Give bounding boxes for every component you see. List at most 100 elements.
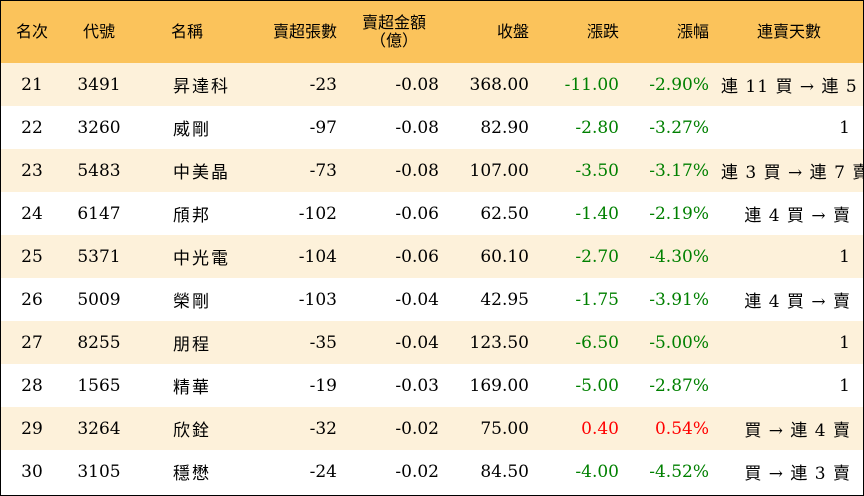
cell-code: 8255 xyxy=(77,332,121,353)
cell-streak: 買 → 連 3 賣 xyxy=(744,464,851,484)
header-net-sell-amount-line1: 賣超金額 xyxy=(361,13,426,32)
cell-code: 3105 xyxy=(77,461,121,482)
cell-streak: 連 4 買 → 賣 xyxy=(744,292,851,312)
cell-close: 107.00 xyxy=(469,160,529,181)
cell-name: 精華 xyxy=(173,378,211,398)
cell-close: 169.00 xyxy=(469,375,529,396)
cell-code: 5483 xyxy=(77,160,121,181)
cell-net-sell-lots: -97 xyxy=(309,117,337,138)
cell-net-sell-amount: -0.06 xyxy=(395,203,439,224)
cell-change-pct: -2.19% xyxy=(649,203,709,224)
cell-rank: 26 xyxy=(21,289,43,310)
table-row: 21 3491 昇達科 -23 -0.08 368.00 -11.00 -2.90% 連 11 … xyxy=(1,63,864,106)
cell-streak: 連 4 買 → 賣 xyxy=(744,206,851,226)
table-row: 22 3260 威剛 -97 -0.08 82.90 -2.80 -3.27% 1 xyxy=(1,106,863,149)
cell-change: 0.40 xyxy=(581,418,619,439)
cell-change: -4.00 xyxy=(575,461,619,482)
header-change-pct: 漲幅 xyxy=(676,22,709,41)
cell-change-pct: -2.87% xyxy=(649,375,709,396)
cell-net-sell-lots: -24 xyxy=(309,461,337,482)
cell-close: 62.50 xyxy=(480,203,529,224)
cell-rank: 24 xyxy=(21,203,43,224)
table-row: 29 3264 欣銓 -32 -0.02 75.00 0.40 0.54% 買 → 連 4 賣 xyxy=(1,407,863,450)
cell-net-sell-amount: -0.08 xyxy=(395,160,439,181)
cell-rank: 25 xyxy=(21,246,43,267)
cell-change: -11.00 xyxy=(564,74,619,95)
cell-streak: 1 xyxy=(839,246,851,267)
cell-change-pct: -3.27% xyxy=(649,117,709,138)
cell-code: 6147 xyxy=(77,203,121,224)
header-net-sell-lots: 賣超張數 xyxy=(272,22,337,41)
cell-name: 頎邦 xyxy=(173,206,211,226)
cell-name: 中美晶 xyxy=(173,163,230,183)
cell-code: 3491 xyxy=(77,74,121,95)
cell-net-sell-amount: -0.08 xyxy=(395,74,439,95)
cell-close: 42.95 xyxy=(480,289,529,310)
cell-change: -3.50 xyxy=(575,160,619,181)
cell-rank: 30 xyxy=(21,461,43,482)
cell-change: -2.70 xyxy=(575,246,619,267)
table-header-row: 名次 代號 名稱 賣超張數 賣超金額 （億） 收盤 漲跌 漲幅 連賣天數 xyxy=(1,1,863,63)
cell-net-sell-lots: -35 xyxy=(309,332,337,353)
cell-name: 威剛 xyxy=(173,120,211,140)
cell-streak: 1 xyxy=(839,332,851,353)
header-close: 收盤 xyxy=(496,22,529,41)
cell-net-sell-amount: -0.02 xyxy=(395,461,439,482)
cell-net-sell-amount: -0.08 xyxy=(395,117,439,138)
cell-code: 5371 xyxy=(77,246,121,267)
cell-net-sell-lots: -73 xyxy=(309,160,337,181)
cell-net-sell-amount: -0.06 xyxy=(395,246,439,267)
cell-close: 82.90 xyxy=(480,117,529,138)
cell-streak: 1 xyxy=(839,117,851,138)
cell-change: -1.40 xyxy=(575,203,619,224)
cell-name: 穩懋 xyxy=(173,464,211,484)
cell-close: 60.10 xyxy=(480,246,529,267)
cell-net-sell-lots: -23 xyxy=(309,74,337,95)
table-row: 25 5371 中光電 -104 -0.06 60.10 -2.70 -4.30% 1 xyxy=(1,235,863,278)
header-rank: 名次 xyxy=(15,22,48,41)
header-streak: 連賣天數 xyxy=(756,22,821,41)
cell-name: 朋程 xyxy=(173,335,211,355)
cell-change: -1.75 xyxy=(575,289,619,310)
cell-close: 123.50 xyxy=(469,332,529,353)
table-row: 30 3105 穩懋 -24 -0.02 84.50 -4.00 -4.52% 買 → 連 3 … xyxy=(1,450,863,493)
cell-code: 3260 xyxy=(77,117,121,138)
cell-net-sell-amount: -0.04 xyxy=(395,289,439,310)
cell-change: -2.80 xyxy=(575,117,619,138)
table-row: 24 6147 頎邦 -102 -0.06 62.50 -1.40 -2.19% 連 4 買 →… xyxy=(1,192,863,235)
cell-code: 1565 xyxy=(77,375,121,396)
cell-name: 中光電 xyxy=(173,249,230,269)
cell-change: -5.00 xyxy=(575,375,619,396)
cell-close: 75.00 xyxy=(480,418,529,439)
cell-rank: 22 xyxy=(21,117,43,138)
cell-change-pct: -5.00% xyxy=(649,332,709,353)
cell-code: 3264 xyxy=(77,418,121,439)
header-net-sell-amount: 賣超金額 （億） xyxy=(343,1,445,63)
cell-net-sell-amount: -0.03 xyxy=(395,375,439,396)
cell-net-sell-amount: -0.02 xyxy=(395,418,439,439)
cell-net-sell-lots: -32 xyxy=(309,418,337,439)
cell-net-sell-amount: -0.04 xyxy=(395,332,439,353)
cell-change-pct: -2.90% xyxy=(649,74,709,95)
cell-rank: 29 xyxy=(21,418,43,439)
cell-net-sell-lots: -103 xyxy=(298,289,337,310)
cell-rank: 28 xyxy=(21,375,43,396)
cell-streak: 連 3 買 → 連 7 賣 xyxy=(721,163,864,183)
table-row: 23 5483 中美晶 -73 -0.08 107.00 -3.50 -3.17% 連 3 買 … xyxy=(1,149,864,192)
cell-change-pct: -4.52% xyxy=(649,461,709,482)
cell-net-sell-lots: -104 xyxy=(298,246,337,267)
cell-change: -6.50 xyxy=(575,332,619,353)
cell-rank: 27 xyxy=(21,332,43,353)
table-row: 26 5009 榮剛 -103 -0.04 42.95 -1.75 -3.91% 連 4 買 →… xyxy=(1,278,863,321)
cell-rank: 23 xyxy=(21,160,43,181)
cell-rank: 21 xyxy=(21,74,43,95)
table-row: 28 1565 精華 -19 -0.03 169.00 -5.00 -2.87% 1 xyxy=(1,364,863,407)
cell-net-sell-lots: -102 xyxy=(298,203,337,224)
cell-close: 368.00 xyxy=(469,74,529,95)
table-row: 27 8255 朋程 -35 -0.04 123.50 -6.50 -5.00% 1 xyxy=(1,321,863,364)
cell-streak: 1 xyxy=(839,375,851,396)
cell-streak: 買 → 連 4 賣 xyxy=(744,421,851,441)
cell-code: 5009 xyxy=(77,289,121,310)
